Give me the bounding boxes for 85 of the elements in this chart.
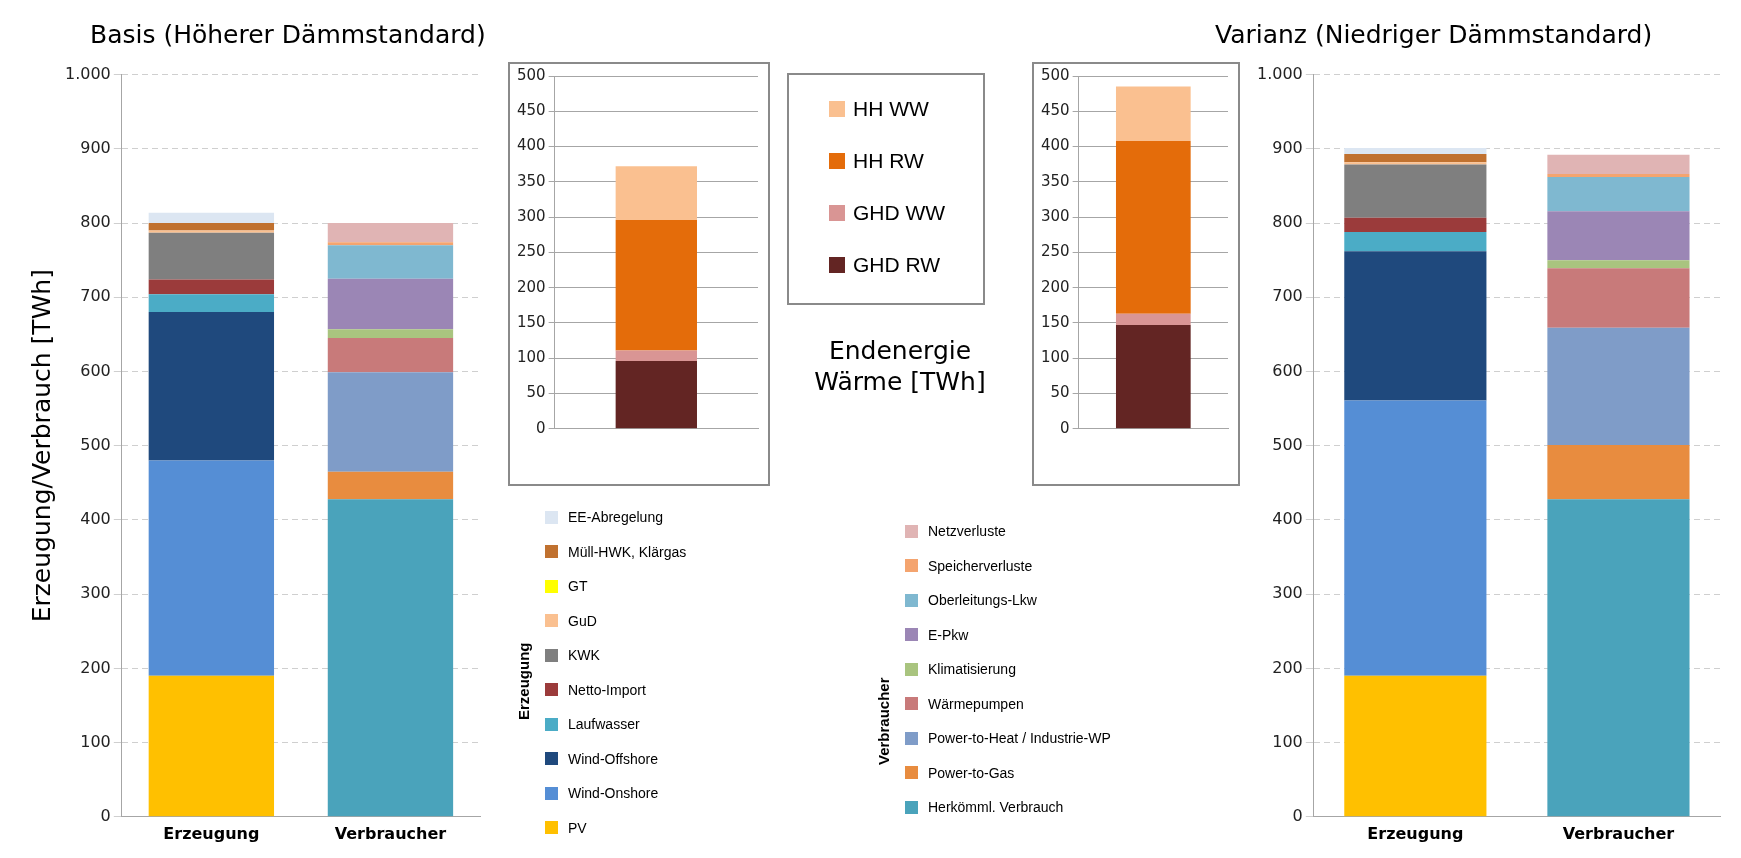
legend-label: HH WW (853, 97, 929, 121)
bar (1115, 140, 1191, 314)
y-tick-label: 700 (80, 286, 111, 306)
y-tick-label: 1.000 (64, 63, 111, 83)
y-axis-title: Endenergie Wärme [TWh] (813, 335, 987, 398)
y-tick-label: 0 (1060, 418, 1070, 437)
y-tick-label: 150 (516, 312, 546, 331)
legend-label: Wind-Onshore (568, 785, 659, 802)
legend-label: Klimatisierung (928, 661, 1016, 678)
bar (615, 361, 697, 429)
y-tick-label: 300 (516, 207, 546, 226)
y-tick-label: 700 (1272, 286, 1303, 306)
y-tick-label: 400 (80, 509, 111, 529)
y-tick-label: 350 (516, 171, 546, 190)
bar (1115, 325, 1191, 429)
legend-label: Netzverluste (928, 523, 1006, 540)
chart-title: Varianz (Niedriger Dämmstandard) (1215, 20, 1653, 49)
legend-label: Wind-Offshore (568, 750, 658, 767)
y-tick-label: 200 (80, 657, 111, 677)
y-tick-label: 50 (1050, 383, 1070, 402)
legend-label: GuD (568, 612, 597, 629)
y-axis-title: Erzeugung/Verbrauch [TWh] (26, 269, 56, 623)
y-tick-label: 500 (516, 65, 546, 84)
text: Verbraucher (875, 677, 892, 765)
y-tick-label: 400 (1272, 509, 1303, 529)
x-tick-label: Erzeugung (163, 823, 260, 843)
y-tick-label: 600 (80, 360, 111, 380)
legend-label: GT (568, 578, 588, 595)
y-tick-label: 450 (516, 101, 546, 120)
y-tick-label: 200 (516, 277, 546, 296)
y-tick-label: 500 (80, 434, 111, 454)
y-tick-label: 1.000 (1256, 63, 1303, 83)
y-tick-label: 0 (1292, 805, 1303, 825)
legend-label: PV (568, 819, 587, 836)
y-tick-label: 250 (516, 242, 546, 261)
y-tick-label: 900 (80, 137, 111, 157)
legend-label: Herkömml. Verbrauch (928, 799, 1064, 816)
y-tick-label: 300 (1040, 207, 1070, 226)
y-tick-label: 200 (1040, 277, 1070, 296)
y-tick-label: 0 (100, 805, 111, 825)
y-tick-label: 600 (1272, 360, 1303, 380)
legend-label: Netto-Import (568, 681, 646, 698)
legend-label: Power-to-Heat / Industrie-WP (928, 730, 1111, 747)
bar (1115, 86, 1191, 141)
y-tick-label: 100 (80, 731, 111, 751)
y-tick-label: 350 (1040, 171, 1070, 190)
y-tick-label: 300 (1272, 583, 1303, 603)
legend-label: GHD WW (853, 201, 946, 225)
bar (615, 350, 697, 362)
y-tick-label: 200 (1272, 657, 1303, 677)
x-tick-label: Verbraucher (1562, 823, 1675, 843)
legend-label: Oberleitungs-Lkw (928, 592, 1037, 609)
bar (615, 166, 697, 220)
legend-label: Power-to-Gas (928, 764, 1015, 781)
bar (615, 219, 697, 351)
legend-label: Wärmepumpen (928, 695, 1024, 712)
y-tick-label: 500 (1040, 65, 1070, 84)
legend-label: E-Pkw (928, 626, 969, 643)
y-tick-label: 500 (1272, 434, 1303, 454)
y-tick-label: 100 (516, 348, 546, 367)
x-tick-label: Erzeugung (1367, 823, 1464, 843)
y-tick-label: 900 (1272, 137, 1303, 157)
legend-label: Laufwasser (568, 716, 640, 733)
y-tick-label: 100 (1040, 348, 1070, 367)
y-tick-label: 0 (536, 418, 546, 437)
y-tick-label: 400 (1040, 136, 1070, 155)
y-tick-label: 100 (1272, 731, 1303, 751)
y-tick-label: 150 (1040, 312, 1070, 331)
y-tick-label: 50 (526, 383, 546, 402)
y-tick-label: 250 (1040, 242, 1070, 261)
legend-label: KWK (568, 647, 600, 664)
chart-title: Basis (Höherer Dämmstandard) (90, 20, 486, 49)
y-tick-label: 400 (516, 136, 546, 155)
y-tick-label: 800 (80, 212, 111, 232)
legend-label: Müll-HWK, Klärgas (568, 543, 687, 560)
y-tick-label: 450 (1040, 101, 1070, 120)
legend-label: EE-Abregelung (568, 509, 663, 526)
x-tick-label: Verbraucher (334, 823, 447, 843)
bar (1115, 313, 1191, 326)
y-tick-label: 300 (80, 583, 111, 603)
legend-label: Speicherverluste (928, 557, 1033, 574)
y-tick-label: 800 (1272, 212, 1303, 232)
legend-label: HH RW (853, 149, 924, 173)
legend-label: GHD RW (853, 253, 941, 277)
text: Erzeugung (515, 642, 532, 720)
